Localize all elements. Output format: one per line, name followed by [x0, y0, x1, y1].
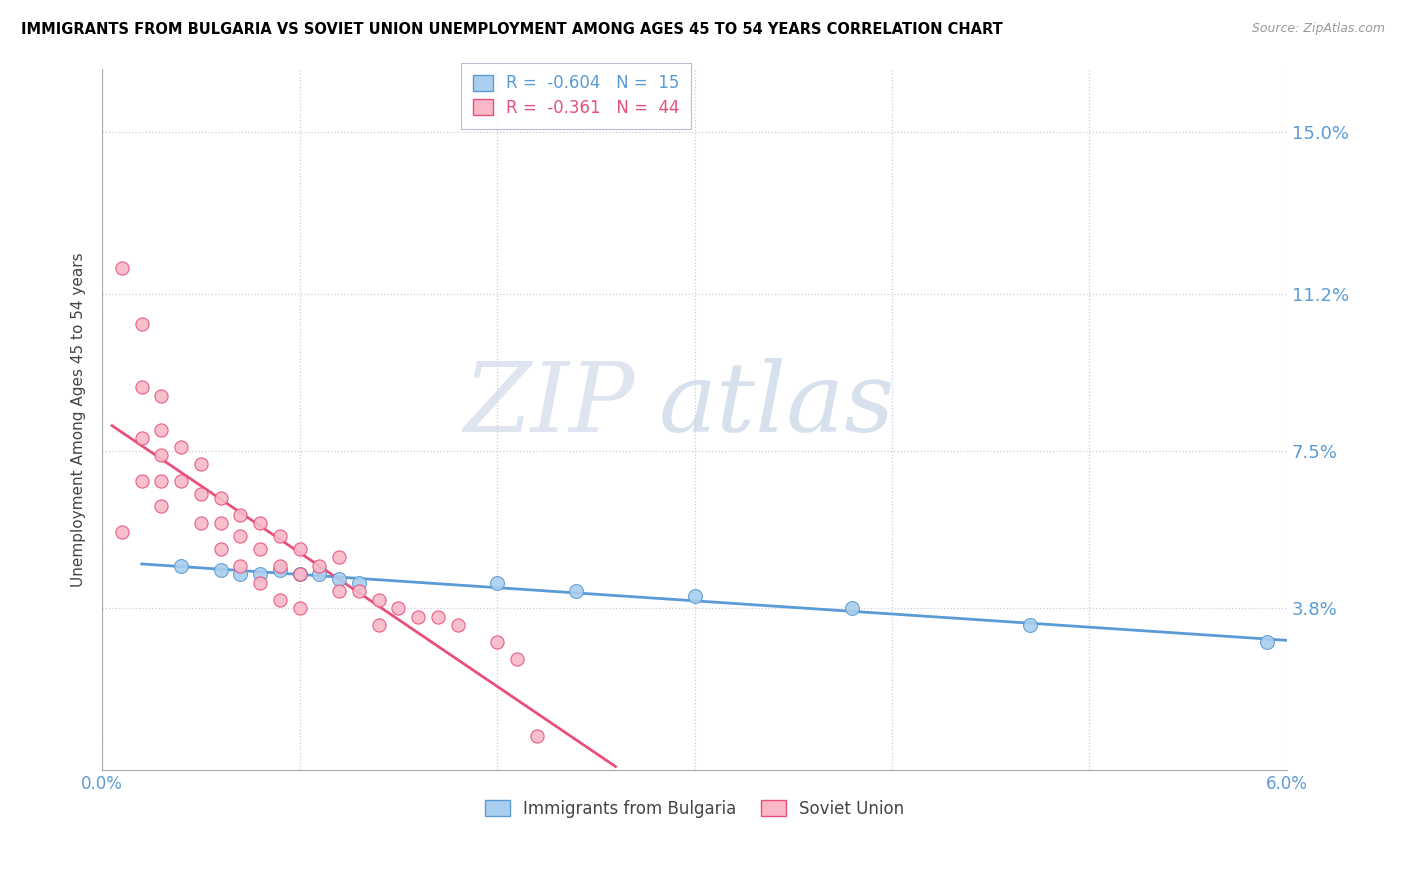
Point — [209, 541, 232, 556]
Point — [150, 423, 173, 437]
Point — [308, 567, 330, 582]
Point — [269, 558, 291, 573]
Point — [486, 576, 509, 591]
Point — [269, 593, 291, 607]
Point — [269, 563, 291, 577]
Point — [150, 389, 173, 403]
Point — [288, 567, 311, 582]
Point — [209, 516, 232, 531]
Point — [150, 500, 173, 514]
Point — [328, 584, 350, 599]
Point — [190, 516, 212, 531]
Point — [328, 550, 350, 565]
Point — [367, 618, 389, 632]
Point — [229, 567, 252, 582]
Text: ZIP: ZIP — [464, 359, 636, 452]
Point — [249, 576, 271, 591]
Point — [288, 567, 311, 582]
Point — [131, 431, 153, 445]
Point — [131, 380, 153, 394]
Point — [486, 635, 509, 649]
Point — [131, 317, 153, 331]
Point — [111, 261, 134, 276]
Point — [367, 593, 389, 607]
Point — [249, 567, 271, 582]
Point — [170, 474, 193, 488]
Point — [328, 572, 350, 586]
Text: IMMIGRANTS FROM BULGARIA VS SOVIET UNION UNEMPLOYMENT AMONG AGES 45 TO 54 YEARS : IMMIGRANTS FROM BULGARIA VS SOVIET UNION… — [21, 22, 1002, 37]
Point — [209, 491, 232, 505]
Point — [406, 610, 429, 624]
Point — [131, 474, 153, 488]
Point — [347, 584, 370, 599]
Text: Source: ZipAtlas.com: Source: ZipAtlas.com — [1251, 22, 1385, 36]
Point — [209, 563, 232, 577]
Point — [190, 486, 212, 500]
Point — [269, 529, 291, 543]
Point — [249, 516, 271, 531]
Point — [387, 601, 409, 615]
Point — [249, 541, 271, 556]
Point — [1256, 635, 1278, 649]
Legend: Immigrants from Bulgaria, Soviet Union: Immigrants from Bulgaria, Soviet Union — [478, 794, 911, 825]
Point — [565, 584, 588, 599]
Point — [170, 440, 193, 454]
Point — [288, 601, 311, 615]
Point — [229, 508, 252, 522]
Point — [1019, 618, 1042, 632]
Y-axis label: Unemployment Among Ages 45 to 54 years: Unemployment Among Ages 45 to 54 years — [72, 252, 86, 587]
Point — [308, 558, 330, 573]
Point — [841, 601, 863, 615]
Point — [190, 457, 212, 471]
Point — [229, 529, 252, 543]
Point — [111, 524, 134, 539]
Point — [150, 474, 173, 488]
Point — [150, 449, 173, 463]
Point — [506, 652, 529, 666]
Point — [426, 610, 449, 624]
Point — [288, 541, 311, 556]
Point — [229, 558, 252, 573]
Point — [446, 618, 468, 632]
Point — [170, 558, 193, 573]
Point — [683, 589, 706, 603]
Point — [526, 729, 548, 743]
Point — [347, 576, 370, 591]
Text: atlas: atlas — [659, 359, 896, 452]
